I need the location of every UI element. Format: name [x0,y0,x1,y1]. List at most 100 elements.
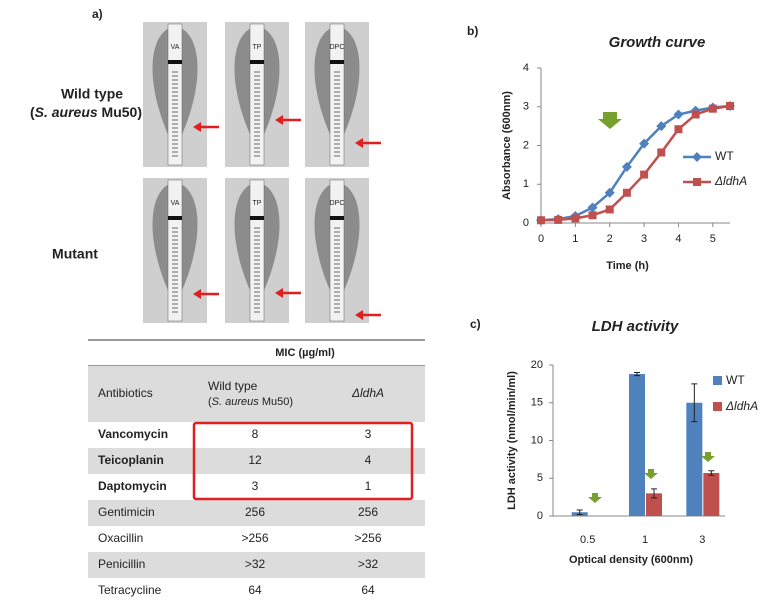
wild-type-mic: >256 [241,531,268,545]
point [708,104,717,113]
strip-band [330,216,344,220]
panel-label: b) [467,24,478,38]
row-name: Vancomycin [98,427,168,441]
etest-images: VA TP DPC VA TP DPC [143,22,381,323]
strain-italic: S. aureus [212,396,260,408]
y-tick-label: 3 [523,101,529,113]
bar [646,493,662,516]
panel-label: a) [92,7,103,21]
header-cell: ΔldhA [351,386,384,400]
strip-label: VA [171,200,180,207]
point [639,138,650,149]
legend-marker [693,178,701,186]
legend-label: ΔldhA [725,399,758,413]
mutant-mic: >256 [354,531,381,545]
strip-label: DPC [330,44,345,51]
point [587,202,598,213]
wild-type-mic: >32 [245,557,266,571]
chart-title: LDH activity [592,318,679,335]
x-tick-label: 5 [710,233,716,245]
strip [167,23,183,166]
highlight-box [192,421,414,501]
strip [249,23,265,166]
strip-band [330,60,344,64]
error-bar [651,488,657,499]
header-cell: Wild type [208,379,258,393]
header-cell: (S. aureus Mu50) [208,396,293,408]
x-tick-label: 0.5 [580,534,595,546]
strip [249,179,265,322]
legend-label: WT [726,373,745,387]
mutant-mic: 3 [365,427,372,441]
header-row [88,366,425,422]
strain-rest: Mu50) [259,396,293,408]
error-bar [576,509,583,515]
mic-table: MIC (µg/ml) Antibiotics Wild type (S. au… [88,339,425,597]
x-tick-label: 3 [641,233,647,245]
row-name: Oxacillin [98,531,143,545]
wild-type-mic: 8 [252,427,259,441]
strip-label: DPC [330,200,345,207]
pointer-arrow-head [193,122,201,132]
point [621,161,632,172]
point [640,170,649,179]
strip-label: TP [253,200,262,207]
annotation-arrow [644,469,658,479]
strip [329,179,345,322]
wild-type-mic: 12 [248,453,262,467]
error-bar [691,383,698,423]
strip-band [250,216,264,220]
legend-marker [692,152,702,162]
y-tick-label: 4 [523,62,529,74]
strain-open: ( [208,396,212,408]
mutant-mic: 256 [358,505,378,519]
x-tick-label: 1 [642,534,648,546]
y-tick-label: 1 [523,178,529,190]
strain-italic: S. aureus [35,104,98,120]
row-name: Gentimicin [98,505,155,519]
row-name: Tetracycline [98,583,162,597]
point [674,125,683,134]
row-name: Daptomycin [98,479,167,493]
strip [329,23,345,166]
strain-open: ( [30,104,35,120]
x-tick-label: 3 [699,534,705,546]
point [726,101,734,110]
table-title: MIC (µg/ml) [275,347,335,359]
pointer-arrow-head [355,138,363,148]
table-row-shade [88,448,425,474]
x-axis-title: Optical density (600nm) [569,554,693,566]
point [673,109,684,120]
x-tick-label: 2 [607,233,613,245]
point [622,188,631,197]
strip-band [168,216,182,220]
table-row-shade [88,552,425,578]
series-line [540,104,731,222]
row-name: Teicoplanin [98,453,164,467]
strip-label: VA [171,44,180,51]
chart-title: Growth curve [609,34,706,51]
wild-type-label: Wild type [61,86,123,102]
y-axis-title: Absorbance (600nm) [501,91,513,200]
strip-band [168,60,182,64]
strip-label: TP [253,44,262,51]
row-name: Penicillin [98,557,145,571]
strain-label: (S. aureus Mu50) [30,104,142,120]
y-tick-label: 0 [523,217,529,229]
point [656,121,667,132]
strain-rest: Mu50) [98,104,142,120]
pointer-arrow-head [275,288,283,298]
table-row-shade [88,500,425,526]
legend-swatch [713,376,722,385]
mutant-label: Mutant [52,246,98,262]
y-tick-label: 0 [537,510,543,522]
charts: b) Growth curve Time (h) Absorbance (600nm)… [467,24,758,566]
pointer-arrow-head [275,115,283,125]
pointer-arrow-head [193,289,201,299]
strip-band [250,60,264,64]
wild-type-mic: 64 [248,583,262,597]
annotation-arrow [588,493,602,503]
error-bar [708,470,715,476]
point [588,211,597,220]
